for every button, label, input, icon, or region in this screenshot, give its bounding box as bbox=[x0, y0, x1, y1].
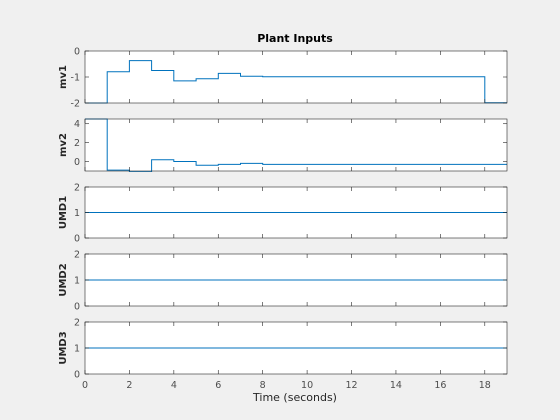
figure-title: Plant Inputs bbox=[257, 32, 333, 45]
y-tick-label: 2 bbox=[74, 138, 80, 149]
y-tick-label: 1 bbox=[74, 276, 80, 287]
x-tick-label: 2 bbox=[126, 380, 132, 391]
y-tick-label: 0 bbox=[74, 234, 80, 245]
x-axis-label: Time (seconds) bbox=[252, 391, 337, 404]
y-tick-label: 0 bbox=[74, 47, 80, 58]
y-axis-label: UMD1 bbox=[58, 196, 69, 229]
y-tick-label: 0 bbox=[74, 157, 80, 168]
y-tick-label: 1 bbox=[74, 344, 80, 355]
y-tick-label: 0 bbox=[74, 302, 80, 313]
x-tick-label: 12 bbox=[345, 380, 357, 391]
y-tick-label: 2 bbox=[74, 250, 80, 261]
x-tick-label: 14 bbox=[390, 380, 402, 391]
y-axis-label: mv1 bbox=[58, 65, 69, 89]
y-tick-label: 0 bbox=[74, 370, 80, 381]
y-tick-label: 2 bbox=[74, 318, 80, 329]
y-tick-label: 2 bbox=[74, 183, 80, 194]
series-line-mv1 bbox=[85, 60, 507, 104]
subplot-mv2: 0 2 4 mv2 bbox=[58, 118, 508, 172]
y-axis-label: UMD2 bbox=[58, 263, 69, 296]
y-axis-label: UMD3 bbox=[58, 331, 69, 364]
plot-area bbox=[85, 119, 507, 171]
x-tick-label: 16 bbox=[434, 380, 446, 391]
y-axis-label: mv2 bbox=[58, 133, 69, 157]
subplot-umd1: 0 1 2 UMD1 bbox=[58, 183, 508, 245]
x-tick-label: 6 bbox=[215, 380, 221, 391]
x-tick-label: 8 bbox=[260, 380, 266, 391]
x-tick-label: 0 bbox=[82, 380, 88, 391]
x-tick-label: 10 bbox=[301, 380, 313, 391]
subplot-umd2: 0 1 2 UMD2 bbox=[58, 250, 508, 313]
y-tick-label: 4 bbox=[74, 119, 80, 130]
y-tick-label: -2 bbox=[71, 99, 80, 110]
subplot-mv1: -2 -1 0 mv1 bbox=[58, 47, 508, 110]
axes-box bbox=[84, 118, 508, 172]
x-tick-label: 18 bbox=[479, 380, 491, 391]
x-tick-label: 4 bbox=[171, 380, 177, 391]
series-line-mv2 bbox=[85, 118, 507, 172]
y-tick-label: 1 bbox=[74, 208, 80, 219]
y-tick-label: -1 bbox=[71, 73, 80, 84]
